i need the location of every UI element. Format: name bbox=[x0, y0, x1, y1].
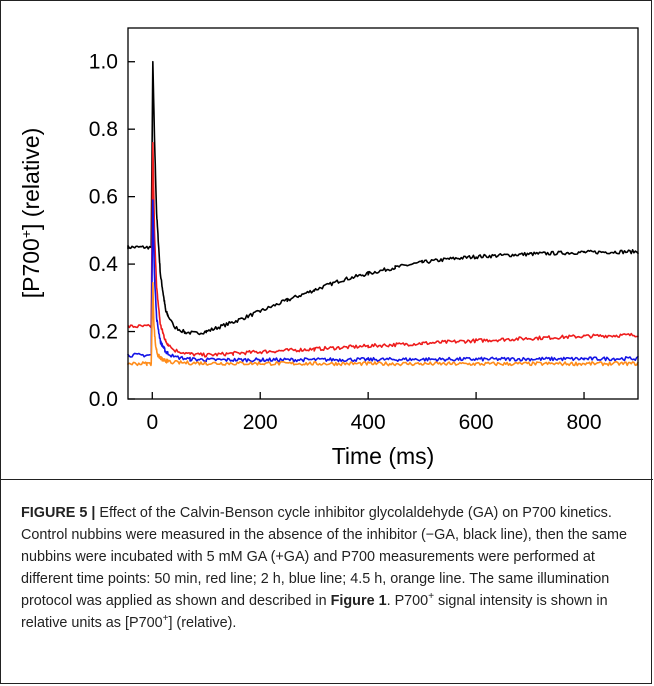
x-ticks: 0 200 400 600 800 bbox=[146, 392, 602, 434]
figure-caption: FIGURE 5 | Effect of the Calvin-Benson c… bbox=[21, 502, 639, 634]
y-tick-label: 0.4 bbox=[89, 253, 119, 276]
superscript: + bbox=[162, 613, 169, 625]
line-chart: 0 200 400 600 800 0.0 0.2 0.4 0.6 0.8 1.0 Time (m… bbox=[18, 27, 639, 469]
y-tick-label: 0.2 bbox=[89, 321, 118, 344]
x-tick-label: 600 bbox=[459, 411, 494, 434]
x-tick-label: 0 bbox=[146, 411, 158, 434]
caption-text: Effect of the Calvin-Benson cycle inhibi… bbox=[21, 505, 627, 609]
axes-box bbox=[127, 27, 639, 400]
caption-label: FIGURE 5 | bbox=[21, 505, 96, 521]
caption-divider bbox=[1, 479, 653, 480]
x-tick-label: 800 bbox=[567, 411, 602, 434]
caption-text: signal intensity is shown in relative un… bbox=[21, 593, 608, 631]
y-tick-label: 1.0 bbox=[89, 51, 118, 74]
superscript: + bbox=[428, 591, 435, 603]
figure-link[interactable]: Figure 1 bbox=[330, 593, 387, 609]
y-ticks: 0.0 0.2 0.4 0.6 0.8 1.0 bbox=[89, 51, 135, 411]
x-tick-label: 400 bbox=[351, 411, 386, 434]
series-line-1 bbox=[127, 141, 639, 358]
y-axis-label: [P700+] (relative) bbox=[18, 128, 44, 299]
caption-text: ] (relative). bbox=[168, 615, 237, 631]
x-tick-label: 200 bbox=[243, 411, 278, 434]
y-tick-label: 0.0 bbox=[89, 388, 118, 411]
series-line-0 bbox=[127, 60, 639, 336]
y-tick-label: 0.6 bbox=[89, 186, 118, 209]
series-line-3 bbox=[127, 281, 639, 367]
x-axis-label: Time (ms) bbox=[332, 443, 435, 469]
caption-text: . P700 bbox=[386, 593, 429, 609]
y-tick-label: 0.8 bbox=[89, 118, 118, 141]
series-layer bbox=[127, 60, 639, 367]
series-line-2 bbox=[127, 199, 639, 363]
